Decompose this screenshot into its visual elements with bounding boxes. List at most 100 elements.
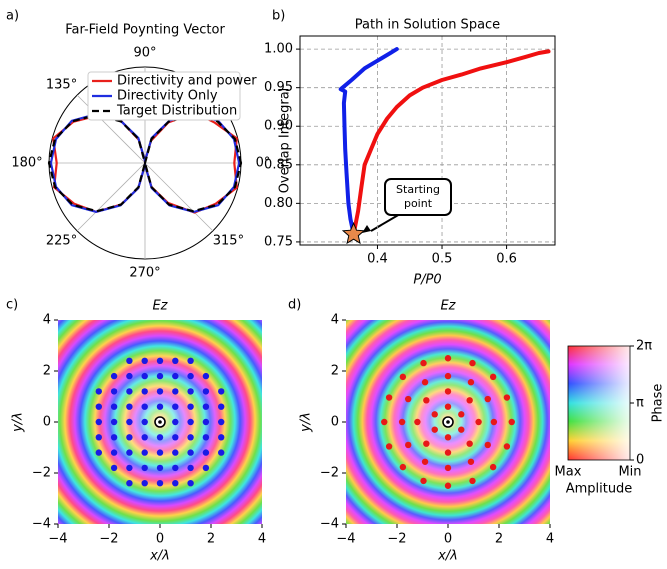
element-dot <box>187 388 194 395</box>
element-dot <box>202 449 210 456</box>
x-axis-label: x/λ <box>437 549 458 564</box>
element-dot <box>444 449 452 456</box>
path-line <box>338 47 399 237</box>
legend-box <box>87 71 241 121</box>
element-dot <box>489 463 497 471</box>
y-axis-label: Overlap Integral <box>278 88 293 194</box>
element-dot <box>508 418 515 426</box>
annotation: Starting point <box>384 178 452 216</box>
annotation-arrow <box>370 213 401 232</box>
panel-label: a) <box>6 9 19 24</box>
y-tick-label: 0.80 <box>264 196 293 211</box>
amplitude-label: Min <box>618 465 641 480</box>
element-dot <box>126 418 133 426</box>
element-dot <box>126 434 133 441</box>
colorbar-tick-label: π <box>636 396 644 411</box>
legend-label: Target Distribution <box>116 104 237 119</box>
element-dot <box>385 394 393 401</box>
element-dot <box>172 403 179 410</box>
y-tick-label: 4 <box>331 313 339 328</box>
chart-title: Ez <box>440 299 456 314</box>
angle-grid-line <box>144 162 214 232</box>
element-dot <box>187 357 194 364</box>
element-dot <box>156 403 164 410</box>
element-dot <box>172 464 179 472</box>
x-tick-label: 0 <box>156 532 164 547</box>
element-dot <box>172 449 179 456</box>
element-dot <box>414 418 421 426</box>
y-tick-label: 0.75 <box>264 234 293 249</box>
x-tick-label: 2 <box>207 532 215 547</box>
element-dot <box>141 480 148 487</box>
colorbar-tick-label: 0 <box>636 453 644 468</box>
element-dot <box>420 477 427 485</box>
element-dot <box>126 403 133 410</box>
element-dot <box>95 403 103 410</box>
x-tick-label: 0.6 <box>496 252 517 267</box>
polar-line <box>47 113 243 213</box>
element-dot <box>431 411 438 418</box>
element-dot <box>187 449 194 456</box>
element-dot <box>398 418 406 426</box>
element-dot <box>218 388 225 395</box>
angle-tick-label: 180° <box>11 156 42 171</box>
y-tick-label: 2 <box>331 364 339 379</box>
element-dot <box>399 373 407 381</box>
colorbar-tick-label: 2π <box>636 339 652 354</box>
element-dot <box>187 418 194 426</box>
element-dot <box>110 418 118 426</box>
y-axis-label: y/λ <box>299 412 314 433</box>
element-dot <box>466 440 473 447</box>
x-tick-label: 0.4 <box>367 252 388 267</box>
element-dot <box>126 388 133 395</box>
chart-title: Ez <box>152 299 168 314</box>
element-dot <box>431 426 438 433</box>
y-tick-label: 4 <box>43 313 51 328</box>
x-axis-label: x/λ <box>149 549 170 564</box>
element-dot <box>110 464 118 472</box>
colorbar-xlabel: Amplitude <box>566 482 633 497</box>
x-tick-label: −2 <box>387 532 406 547</box>
element-dot <box>95 434 103 441</box>
chart-title: Far-Field Poynting Vector <box>65 23 225 38</box>
y-tick-label: 2 <box>43 364 51 379</box>
source-dot <box>158 420 162 424</box>
element-dot <box>458 426 465 433</box>
element-dot <box>141 403 148 410</box>
y-tick-label: −2 <box>32 466 51 481</box>
y-tick-label: −2 <box>320 466 339 481</box>
element-dot <box>141 449 148 456</box>
element-dot <box>172 372 179 380</box>
element-dot <box>469 359 476 367</box>
element-dot <box>484 441 491 449</box>
y-tick-label: 0.85 <box>264 157 293 172</box>
element-dot <box>110 449 118 456</box>
colorbar-amplitude <box>567 345 631 461</box>
element-dot <box>475 418 482 426</box>
y-tick-label: 0 <box>331 415 339 430</box>
element-dot <box>156 464 164 472</box>
element-dot <box>172 357 179 364</box>
element-dot <box>126 357 133 364</box>
element-dot <box>385 443 393 450</box>
element-dot <box>187 480 194 487</box>
element-dot <box>444 372 452 380</box>
element-dot <box>202 372 210 380</box>
element-dot <box>187 372 194 380</box>
element-dot <box>126 464 133 472</box>
element-dot <box>399 463 407 471</box>
amplitude-label: Max <box>555 465 582 480</box>
element-dot <box>156 449 164 456</box>
element-dot <box>469 477 476 485</box>
element-dot <box>381 418 388 426</box>
element-dot <box>405 441 412 449</box>
element-dot <box>156 388 164 395</box>
element-dot <box>187 434 194 441</box>
element-dot <box>187 464 194 472</box>
element-dot <box>172 388 179 395</box>
element-dot <box>110 403 118 410</box>
element-dot <box>423 440 430 447</box>
y-tick-label: 0.90 <box>264 119 293 134</box>
